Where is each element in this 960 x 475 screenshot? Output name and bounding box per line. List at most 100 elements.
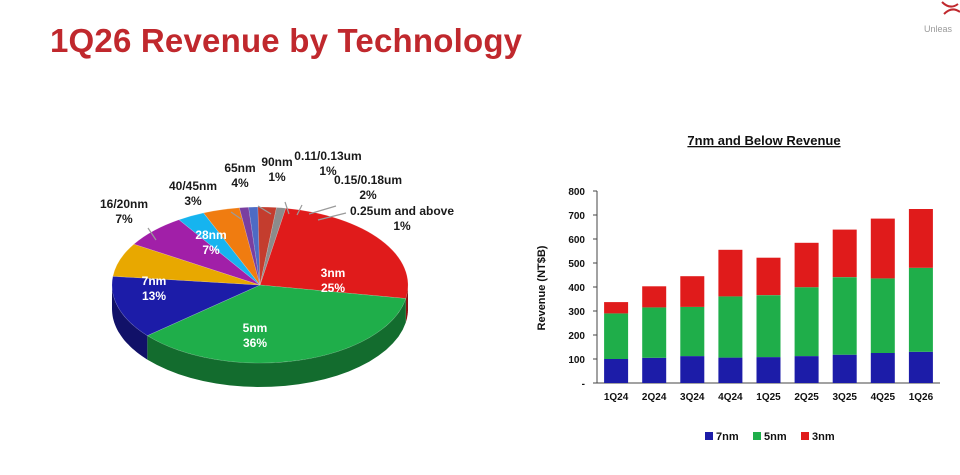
bar-5nm-4q24 <box>718 296 743 358</box>
legend-label-5nm: 5nm <box>764 431 787 443</box>
corner-text: Unleas <box>924 24 953 34</box>
pie-chart: 3nm25%5nm36%7nm13%16/20nm7%28nm7%40/45nm… <box>100 149 454 387</box>
y-tick-label: 400 <box>568 283 585 294</box>
pie-slice-0-11-0-13um <box>248 206 261 286</box>
y-tick-label: - <box>582 379 585 390</box>
pie-label-5nm: 5nm <box>243 321 268 335</box>
bar-3nm-1q25 <box>756 257 781 296</box>
y-tick-label: 600 <box>568 235 585 246</box>
y-tick-label: 700 <box>568 211 585 222</box>
bar-7nm-1q24 <box>604 359 629 383</box>
pie-label-90nm: 90nm <box>261 155 292 169</box>
bar-7nm-2q24 <box>642 357 667 383</box>
pie-value-16-20nm: 7% <box>115 212 133 226</box>
pie-value-0-15-0-18um: 2% <box>359 188 377 202</box>
legend-swatch-5nm <box>753 432 761 440</box>
x-tick-label: 3Q25 <box>832 392 857 403</box>
y-axis-label: Revenue (NT$B) <box>536 245 548 330</box>
pie-label-0-25um-and-above: 0.25um and above <box>350 204 454 218</box>
pie-value-40-45nm: 3% <box>184 194 202 208</box>
legend-swatch-7nm <box>705 432 713 440</box>
bar-5nm-1q24 <box>604 313 629 359</box>
pie-slice-28nm <box>133 219 261 286</box>
x-tick-label: 1Q25 <box>756 392 781 403</box>
pie-slice-90nm <box>239 206 261 286</box>
x-tick-label: 3Q24 <box>680 392 705 403</box>
pie-slice-0-25um-and-above <box>259 207 287 286</box>
bar-5nm-1q26 <box>908 267 933 352</box>
x-tick-label: 4Q24 <box>718 392 743 403</box>
x-tick-label: 2Q24 <box>642 392 667 403</box>
bar-3nm-1q26 <box>908 209 933 268</box>
pie-label-65nm: 65nm <box>224 161 255 175</box>
pie-slice-16-20nm <box>112 243 261 286</box>
pie-label-28nm: 28nm <box>195 228 226 242</box>
bar-7nm-4q24 <box>718 357 743 383</box>
pie-leader-40-45nm <box>230 211 242 220</box>
pie-slice-3nm <box>259 207 409 299</box>
bar-7nm-1q26 <box>908 351 933 383</box>
pie-value-0-25um-and-above: 1% <box>393 219 411 233</box>
pie-label-0-11-0-13um: 0.11/0.13um <box>294 149 361 163</box>
pie-value-7nm: 13% <box>142 289 166 303</box>
bar-3nm-2q25 <box>794 242 819 288</box>
pie-value-90nm: 1% <box>268 170 286 184</box>
pie-side-3nm <box>405 285 408 323</box>
pie-label-0-15-0-18um: 0.15/0.18um <box>334 173 402 187</box>
bar-7nm-1q25 <box>756 357 781 383</box>
bar-3nm-1q24 <box>604 302 629 314</box>
legend-swatch-3nm <box>801 432 809 440</box>
bar-7nm-3q25 <box>832 354 857 383</box>
x-tick-label: 4Q25 <box>871 392 896 403</box>
pie-slice-7nm <box>111 275 261 336</box>
logo-icon <box>941 1 960 15</box>
pie-leader-0-11-0-13um <box>296 204 303 216</box>
y-tick-label: 300 <box>568 307 585 318</box>
pie-label-7nm: 7nm <box>142 274 167 288</box>
bar-chart: 7nm and Below Revenue Revenue (NT$B) - 100 2… <box>536 133 940 443</box>
pie-leader-0-15-0-18um <box>308 205 337 215</box>
pie-value-5nm: 36% <box>243 336 267 350</box>
pie-side-7nm <box>112 285 148 360</box>
pie-label-3nm: 3nm <box>321 266 346 280</box>
bar-3nm-3q25 <box>832 229 857 278</box>
page-title: 1Q26 Revenue by Technology <box>50 22 523 59</box>
y-tick-label: 500 <box>568 259 585 270</box>
pie-slice-0-15-0-18um <box>257 206 277 286</box>
bar-7nm-4q25 <box>870 353 895 383</box>
y-tick-label: 100 <box>568 355 585 366</box>
x-tick-label: 1Q26 <box>909 392 934 403</box>
pie-value-3nm: 25% <box>321 281 345 295</box>
legend-label-7nm: 7nm <box>716 431 739 443</box>
pie-label-40-45nm: 40/45nm <box>169 179 217 193</box>
pie-value-28nm: 7% <box>202 243 220 257</box>
x-tick-label: 1Q24 <box>604 392 629 403</box>
pie-slice-40-45nm <box>178 212 261 286</box>
pie-slice-5nm <box>146 284 407 364</box>
bar-3nm-4q25 <box>870 218 895 279</box>
bar-3nm-3q24 <box>680 276 705 307</box>
bar-5nm-4q25 <box>870 278 895 353</box>
pie-leader-90nm <box>284 201 290 215</box>
y-tick-label: 200 <box>568 331 585 342</box>
y-tick-label: 800 <box>568 187 585 198</box>
bar-5nm-1q25 <box>756 295 781 358</box>
bar-3nm-2q24 <box>642 286 667 308</box>
pie-leader-16-20nm <box>147 227 157 241</box>
x-tick-label: 2Q25 <box>794 392 819 403</box>
pie-label-16-20nm: 16/20nm <box>100 197 148 211</box>
pie-slice-65nm <box>203 207 261 286</box>
pie-leader-65nm <box>257 205 272 215</box>
bar-5nm-2q24 <box>642 307 667 358</box>
bar-5nm-3q25 <box>832 277 857 355</box>
bar-7nm-2q25 <box>794 356 819 383</box>
bar-chart-title: 7nm and Below Revenue <box>687 133 840 148</box>
bar-3nm-4q24 <box>718 249 743 297</box>
bar-5nm-2q25 <box>794 287 819 357</box>
bar-7nm-3q24 <box>680 356 705 383</box>
bar-5nm-3q24 <box>680 306 705 357</box>
pie-side-5nm <box>147 298 406 387</box>
legend-label-3nm: 3nm <box>812 431 835 443</box>
pie-value-0-11-0-13um: 1% <box>319 164 337 178</box>
